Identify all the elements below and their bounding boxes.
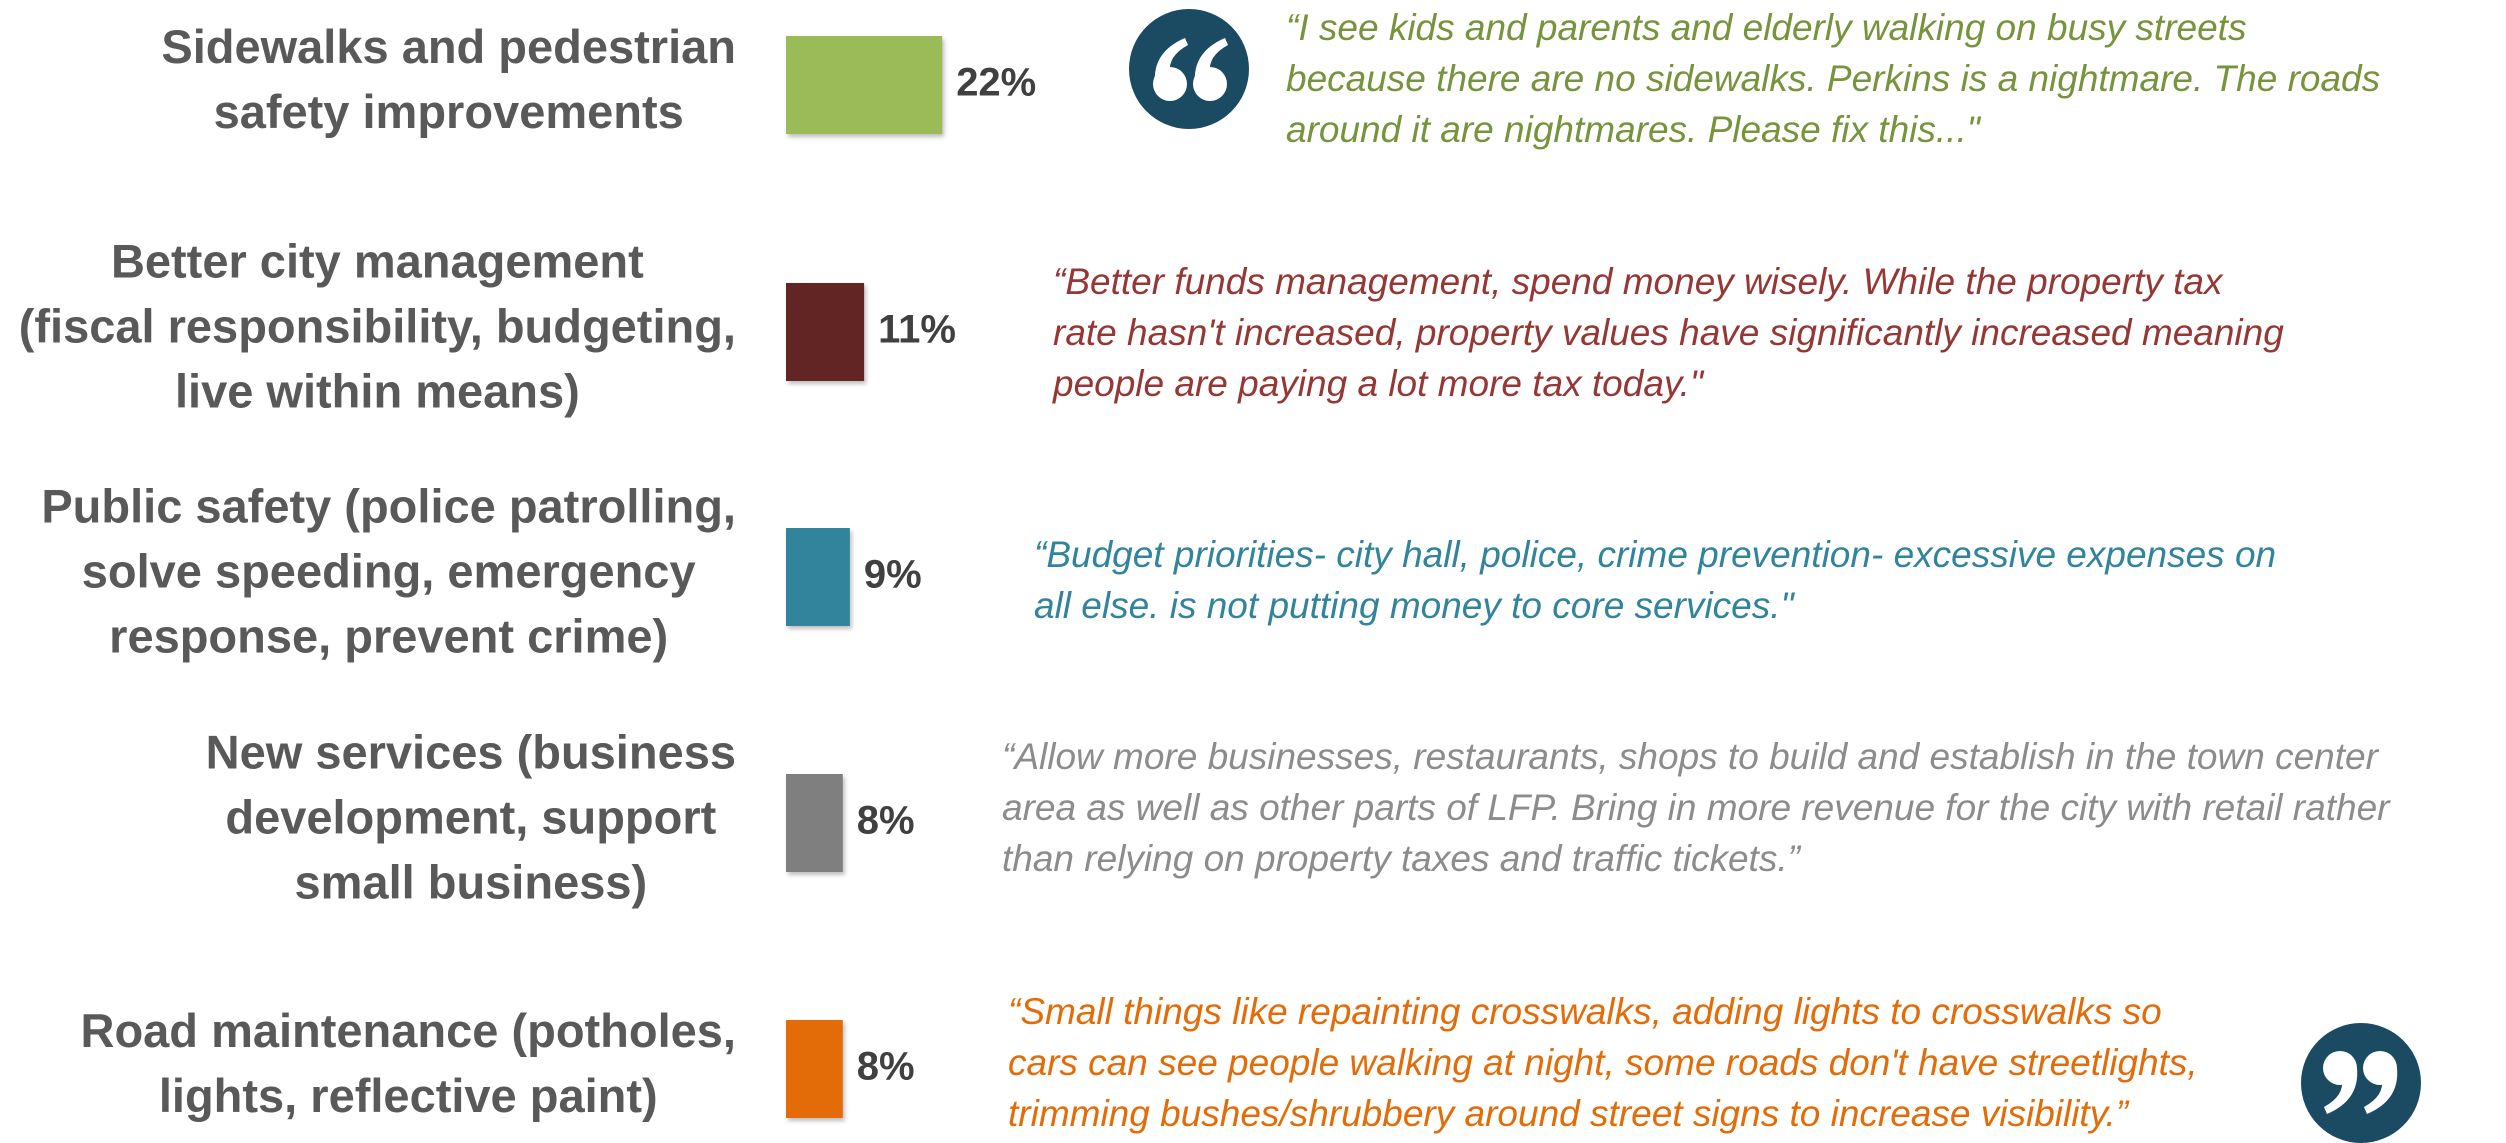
value-label: 8%	[857, 1045, 915, 1089]
close-quote-icon	[2301, 1023, 2421, 1143]
category-label: Better city management (fiscal responsibi…	[19, 234, 736, 417]
quote-line: “Allow more businesses, restaurants, sho…	[1002, 736, 2380, 777]
category-label-line: safety improvements	[214, 85, 684, 138]
category-label-line: small business)	[295, 855, 648, 908]
category-label-line: New services (business	[206, 725, 736, 778]
category-label-line: lights, reflective paint)	[159, 1069, 658, 1122]
bar	[786, 1020, 843, 1118]
category-label-line: live within means)	[175, 364, 580, 417]
quote-line: cars can see people walking at night, so…	[1008, 1042, 2198, 1083]
category-label: Public safety (police patrolling, solve s…	[41, 479, 736, 662]
value-label: 22%	[956, 61, 1036, 105]
quote-line: trimming bushes/shrubbery around street …	[1008, 1093, 2130, 1134]
category-label-line: Road maintenance (potholes,	[81, 1004, 736, 1057]
bar	[786, 528, 850, 626]
quote-line: “I see kids and parents and elderly walk…	[1286, 7, 2246, 48]
open-quote-icon	[1129, 9, 1249, 129]
value-label: 9%	[864, 553, 922, 597]
category-label-line: Public safety (police patrolling,	[41, 479, 736, 532]
category-label: Sidewalks and pedestrian safety improveme…	[161, 20, 736, 138]
category-label: New services (business development, suppo…	[206, 725, 736, 908]
quote-line: rate hasn't increased, property values h…	[1053, 312, 2284, 353]
quote-line: all else. is not putting money to core s…	[1034, 585, 1796, 626]
quote-line: “Better funds management, spend money wi…	[1053, 261, 2224, 302]
quote-line: area as well as other parts of LFP. Brin…	[1002, 787, 2391, 828]
category-label-line: Sidewalks and pedestrian	[161, 20, 736, 73]
bar	[786, 36, 943, 134]
category-label-line: Better city management	[111, 234, 644, 287]
value-label: 11%	[878, 308, 956, 352]
category-label: Road maintenance (potholes, lights, refle…	[81, 1004, 736, 1122]
value-label: 8%	[857, 799, 915, 843]
bar	[786, 283, 865, 381]
category-label-line: development, support	[225, 790, 716, 843]
quote-line: than relying on property taxes and traff…	[1002, 838, 1802, 879]
category-label-line: solve speeding, emergency	[82, 544, 696, 597]
category-label-line: response, prevent crime)	[109, 609, 668, 662]
quote-line: “Budget priorities- city hall, police, c…	[1034, 534, 2276, 575]
quote-line: because there are no sidewalks. Perkins …	[1286, 58, 2380, 99]
quote-line: around it are nightmares. Please fix thi…	[1286, 109, 1982, 150]
category-label-line: (fiscal responsibility, budgeting,	[19, 299, 736, 352]
bar	[786, 774, 843, 872]
quote-line: people are paying a lot more tax today."	[1052, 363, 1705, 404]
quote-line: “Small things like repainting crosswalks…	[1008, 991, 2162, 1032]
